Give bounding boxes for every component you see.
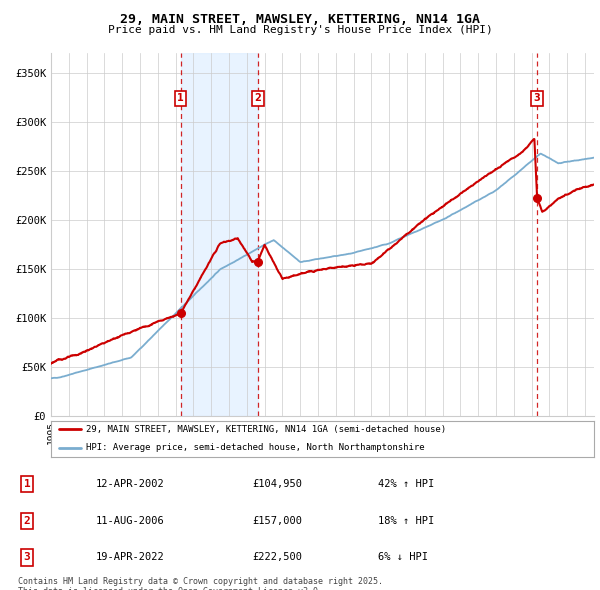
Text: 1: 1 bbox=[23, 479, 31, 489]
Text: 19-APR-2022: 19-APR-2022 bbox=[96, 552, 165, 562]
Text: Price paid vs. HM Land Registry's House Price Index (HPI): Price paid vs. HM Land Registry's House … bbox=[107, 25, 493, 35]
Text: 6% ↓ HPI: 6% ↓ HPI bbox=[378, 552, 428, 562]
Text: 12-APR-2002: 12-APR-2002 bbox=[96, 479, 165, 489]
Text: £104,950: £104,950 bbox=[252, 479, 302, 489]
Text: 1: 1 bbox=[177, 93, 184, 103]
Text: £222,500: £222,500 bbox=[252, 552, 302, 562]
Text: Contains HM Land Registry data © Crown copyright and database right 2025.
This d: Contains HM Land Registry data © Crown c… bbox=[18, 577, 383, 590]
Text: 2: 2 bbox=[254, 93, 261, 103]
Text: 29, MAIN STREET, MAWSLEY, KETTERING, NN14 1GA: 29, MAIN STREET, MAWSLEY, KETTERING, NN1… bbox=[120, 13, 480, 26]
Text: 2: 2 bbox=[23, 516, 31, 526]
Text: HPI: Average price, semi-detached house, North Northamptonshire: HPI: Average price, semi-detached house,… bbox=[86, 443, 425, 453]
Text: 29, MAIN STREET, MAWSLEY, KETTERING, NN14 1GA (semi-detached house): 29, MAIN STREET, MAWSLEY, KETTERING, NN1… bbox=[86, 425, 446, 434]
Text: £157,000: £157,000 bbox=[252, 516, 302, 526]
Text: 3: 3 bbox=[533, 93, 541, 103]
Text: 42% ↑ HPI: 42% ↑ HPI bbox=[378, 479, 434, 489]
Text: 3: 3 bbox=[23, 552, 31, 562]
Bar bbox=[181, 53, 257, 416]
Text: 18% ↑ HPI: 18% ↑ HPI bbox=[378, 516, 434, 526]
Text: 11-AUG-2006: 11-AUG-2006 bbox=[96, 516, 165, 526]
